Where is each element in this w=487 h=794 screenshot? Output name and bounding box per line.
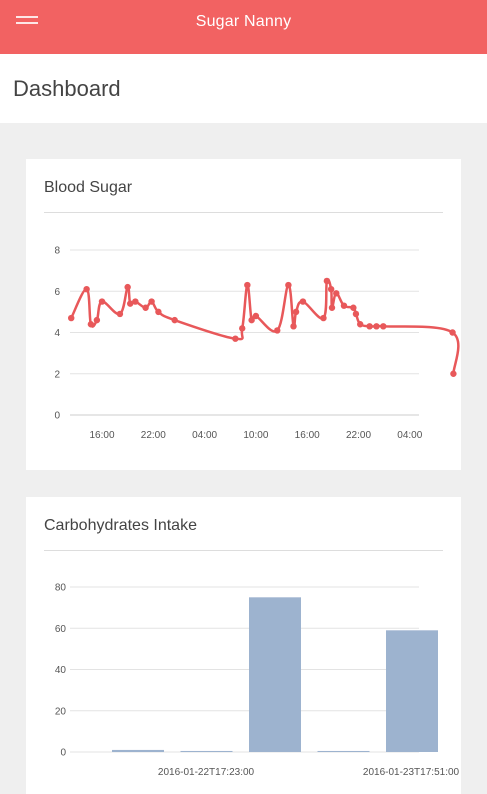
blood-sugar-point xyxy=(124,283,131,291)
blood-sugar-point xyxy=(252,312,260,320)
y-tick-label: 0 xyxy=(54,411,60,422)
y-tick-label: 40 xyxy=(55,665,67,676)
x-tick-label: 04:00 xyxy=(192,430,217,441)
blood-sugar-point xyxy=(292,308,300,316)
hamburger-menu-icon xyxy=(16,16,38,18)
blood-sugar-line xyxy=(70,278,460,374)
carb-bar xyxy=(112,749,164,752)
blood-sugar-point xyxy=(327,285,335,293)
y-tick-label: 6 xyxy=(54,287,60,298)
menu-button[interactable] xyxy=(12,8,42,32)
blood-sugar-point xyxy=(232,335,239,342)
blood-sugar-point xyxy=(244,281,251,289)
blood-sugar-point xyxy=(285,281,292,289)
carb-bar xyxy=(317,750,370,752)
x-tick-label: 16:00 xyxy=(89,430,114,441)
x-tick-label: 16:00 xyxy=(295,430,320,441)
blood-sugar-point xyxy=(450,370,457,377)
carbohydrates-card-title: Carbohydrates Intake xyxy=(44,517,197,534)
card-divider xyxy=(44,212,443,213)
blood-sugar-point xyxy=(239,325,246,332)
app-header: Sugar Nanny xyxy=(0,0,487,54)
blood-sugar-point xyxy=(116,310,124,318)
page-header: Dashboard xyxy=(0,54,487,123)
blood-sugar-point xyxy=(323,277,331,285)
blood-sugar-point xyxy=(93,316,101,324)
blood-sugar-point xyxy=(98,298,106,305)
blood-sugar-point xyxy=(148,298,155,305)
y-tick-label: 0 xyxy=(60,748,66,759)
blood-sugar-point xyxy=(274,327,281,334)
blood-sugar-point xyxy=(366,323,373,330)
x-tick-label: 2016-01-22T17:23:00 xyxy=(158,767,255,778)
blood-sugar-point xyxy=(132,298,139,305)
y-tick-label: 80 xyxy=(55,583,67,594)
y-tick-label: 8 xyxy=(54,246,60,257)
x-tick-label: 04:00 xyxy=(397,430,422,441)
x-tick-label: 22:00 xyxy=(346,430,371,441)
y-tick-label: 60 xyxy=(55,624,67,635)
carb-bar xyxy=(249,597,301,752)
blood-sugar-point xyxy=(68,314,75,322)
hamburger-menu-icon-bar xyxy=(16,22,38,24)
blood-sugar-point xyxy=(373,323,380,330)
blood-sugar-point xyxy=(328,304,336,311)
carbohydrates-card: Carbohydrates Intake 0 20 40 60 80 2016-01-22… xyxy=(26,497,461,794)
blood-sugar-chart: 0 2 4 6 8 16:00 22:00 04:00 10:00 16:00 22:00 04:00 xyxy=(54,246,460,441)
blood-sugar-point xyxy=(290,323,297,330)
blood-sugar-point xyxy=(248,316,255,324)
blood-sugar-card-title: Blood Sugar xyxy=(44,179,133,196)
blood-sugar-point xyxy=(299,298,307,305)
page-title: Dashboard xyxy=(13,76,121,101)
app-title: Sugar Nanny xyxy=(195,13,292,30)
blood-sugar-point xyxy=(333,290,340,297)
y-tick-label: 4 xyxy=(54,328,60,339)
y-tick-label: 2 xyxy=(54,369,60,380)
x-tick-label: 2016-01-23T17:51:00 xyxy=(363,767,460,778)
carb-bar xyxy=(386,630,438,752)
blood-sugar-point xyxy=(171,316,178,324)
blood-sugar-point xyxy=(87,321,95,328)
blood-sugar-point xyxy=(357,321,364,328)
blood-sugar-point xyxy=(340,302,348,309)
blood-sugar-point xyxy=(380,323,387,330)
blood-sugar-point xyxy=(155,308,162,316)
x-tick-label: 22:00 xyxy=(141,430,166,441)
blood-sugar-point xyxy=(83,285,90,293)
blood-sugar-point xyxy=(449,329,456,336)
y-tick-label: 20 xyxy=(55,706,67,717)
blood-sugar-card: Blood Sugar 0 2 4 6 8 16:00 22:00 04:00 10:00 16:… xyxy=(26,159,461,470)
carbohydrates-chart: 0 20 40 60 80 2016-01-22T17:23:00 2016-01-23T1… xyxy=(55,583,460,779)
card-divider xyxy=(44,550,443,551)
blood-sugar-point xyxy=(127,300,134,307)
blood-sugar-point xyxy=(320,314,327,322)
blood-sugar-point xyxy=(352,310,360,318)
carb-bar xyxy=(180,750,233,752)
blood-sugar-point xyxy=(142,304,149,311)
blood-sugar-point xyxy=(350,304,357,311)
x-tick-label: 10:00 xyxy=(243,430,268,441)
